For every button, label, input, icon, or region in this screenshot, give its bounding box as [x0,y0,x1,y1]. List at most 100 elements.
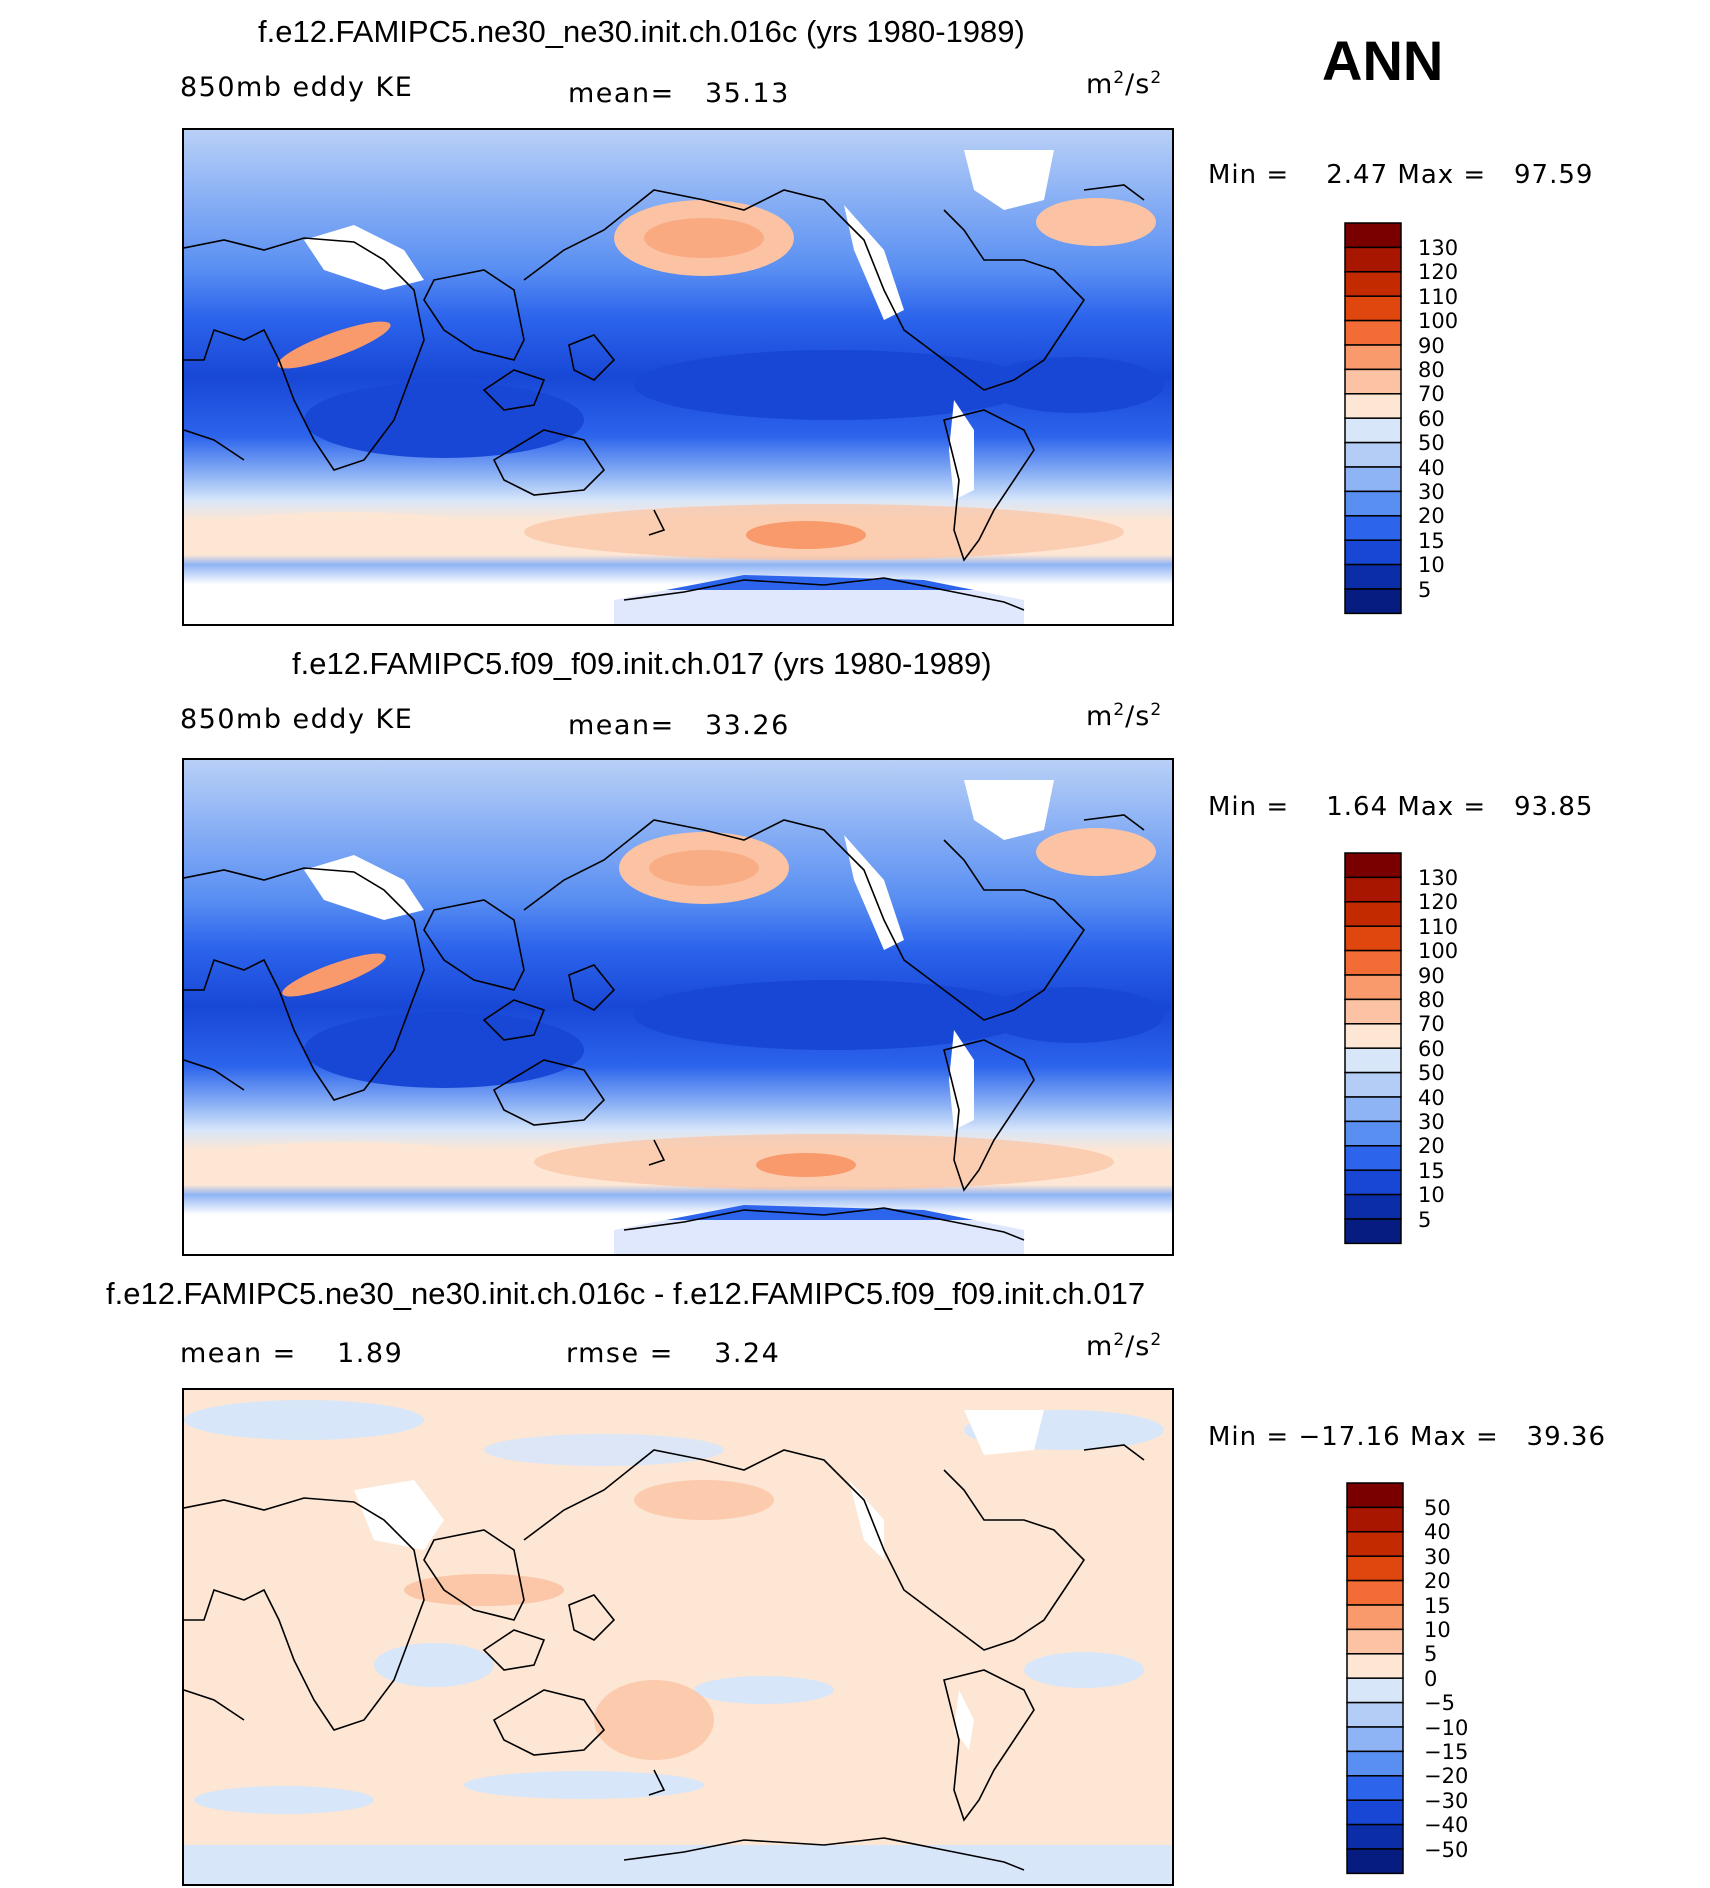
panel3-mean-value: 1.89 [337,1338,404,1369]
colorbar-swatch [1344,998,1402,1025]
colorbar-tick-label: 30 [1418,480,1445,504]
panel3-units: m2/s2 [1086,1330,1163,1362]
colorbar-swatch [1344,1047,1402,1074]
panel1-variable-label: 850mb eddy KE [180,72,414,103]
colorbar-tick-label: 20 [1424,1569,1451,1594]
colorbar-swatch [1344,1193,1402,1220]
colorbar-tick-label: 80 [1418,358,1445,382]
colorbar-swatch [1344,925,1402,952]
colorbar-tick-label: 50 [1424,1496,1451,1520]
panel2-map [182,758,1174,1256]
colorbar-tick-label: −50 [1424,1837,1469,1862]
panel3-map-field [183,1390,1172,1884]
colorbar-swatch [1346,1823,1404,1850]
colorbar-tick-label: 30 [1418,1110,1445,1134]
panel1-max-value: 97.59 [1514,160,1594,190]
colorbar-swatch [1346,1848,1404,1875]
panel1-map-field [183,130,1172,624]
panel2-colorbar-swatches [1344,852,1402,1245]
colorbar-swatch [1344,901,1402,927]
colorbar-swatch [1346,1799,1404,1826]
colorbar-swatch [1346,1750,1404,1777]
colorbar-tick-label: 40 [1424,1520,1451,1545]
panel1-units: m2/s2 [1086,68,1163,100]
colorbar-tick-label: −15 [1424,1740,1469,1764]
panel2-colorbar [1344,852,1404,1248]
panel2-min-value: 1.64 [1326,792,1389,822]
panel2-max-label: Max = [1397,792,1487,822]
panel3-map [182,1388,1174,1886]
panel3-title: f.e12.FAMIPC5.ne30_ne30.init.ch.016c - f… [106,1276,1146,1311]
colorbar-swatch [1344,393,1402,419]
panel3-rmse: rmse = 3.24 [566,1338,780,1369]
colorbar-swatch [1344,441,1402,468]
colorbar-swatch [1344,1120,1402,1147]
colorbar-swatch [1344,271,1402,297]
season-label: ANN [1322,29,1444,92]
colorbar-swatch [1344,515,1402,541]
panel3-colorbar [1346,1482,1406,1878]
panel2-min-label: Min = [1208,792,1290,822]
colorbar-swatch [1346,1701,1404,1728]
colorbar-tick-label: 50 [1418,1061,1445,1086]
colorbar-swatch [1344,319,1402,346]
panel3-min-label: Min = [1208,1422,1290,1452]
colorbar-swatch [1346,1604,1404,1631]
panel3-max-value: 39.36 [1526,1422,1606,1452]
colorbar-swatch [1346,1555,1404,1582]
colorbar-tick-label: 5 [1418,1207,1432,1232]
colorbar-swatch [1344,852,1402,879]
colorbar-swatch [1346,1579,1404,1606]
colorbar-swatch [1344,490,1402,517]
colorbar-swatch [1346,1506,1404,1533]
panel2-title: f.e12.FAMIPC5.f09_f09.init.ch.017 (yrs 1… [292,646,992,681]
colorbar-tick-label: 110 [1418,284,1459,309]
colorbar-tick-label: 80 [1418,988,1445,1012]
panel1-mean-label: mean= [568,78,675,109]
colorbar-swatch [1344,344,1402,371]
colorbar-swatch [1346,1775,1404,1801]
colorbar-tick-label: −30 [1424,1788,1469,1813]
colorbar-swatch [1344,1071,1402,1098]
colorbar-swatch [1344,1023,1402,1049]
panel1-mean: mean= 35.13 [568,78,790,109]
colorbar-tick-label: 15 [1418,528,1445,553]
colorbar-swatch [1346,1482,1404,1509]
panel3-rmse-label: rmse = [566,1338,674,1369]
colorbar-tick-label: 90 [1418,963,1445,988]
colorbar-swatch [1344,246,1402,273]
panel3-max-label: Max = [1409,1422,1499,1452]
colorbar-swatch [1346,1531,1404,1557]
panel2-minmax: Min = 1.64 Max = 93.85 [1208,792,1593,822]
colorbar-swatch [1346,1628,1404,1655]
colorbar-tick-label: 5 [1424,1642,1438,1667]
colorbar-tick-label: 90 [1418,333,1445,358]
colorbar-swatch [1346,1726,1404,1753]
colorbar-tick-label: 10 [1424,1618,1451,1642]
panel2-variable-label: 850mb eddy KE [180,704,414,735]
colorbar-tick-label: 130 [1418,236,1459,260]
panel1-map [182,128,1174,626]
colorbar-tick-label: 20 [1418,1134,1445,1159]
colorbar-tick-label: 40 [1418,455,1445,480]
colorbar-tick-label: 5 [1418,577,1432,602]
colorbar-tick-label: 15 [1424,1593,1451,1618]
colorbar-swatch [1344,563,1402,590]
colorbar-swatch [1344,295,1402,322]
colorbar-tick-label: 20 [1418,504,1445,529]
colorbar-tick-label: 50 [1418,431,1445,456]
panel3-colorbar-swatches [1346,1482,1404,1875]
colorbar-swatch [1344,1218,1402,1245]
panel1-max-label: Max = [1397,160,1487,190]
colorbar-tick-label: 15 [1418,1158,1445,1183]
panel2-mean-label: mean= [568,710,675,741]
colorbar-tick-label: 60 [1418,1036,1445,1061]
colorbar-tick-label: 120 [1418,260,1459,285]
colorbar-tick-label: 120 [1418,890,1459,915]
panel3-mean-label: mean = [180,1338,297,1369]
colorbar-swatch [1344,1145,1402,1171]
colorbar-tick-label: 30 [1424,1544,1451,1569]
colorbar-tick-label: −5 [1424,1691,1455,1716]
colorbar-tick-label: 100 [1418,939,1459,964]
panel1-min-value: 2.47 [1326,160,1389,190]
